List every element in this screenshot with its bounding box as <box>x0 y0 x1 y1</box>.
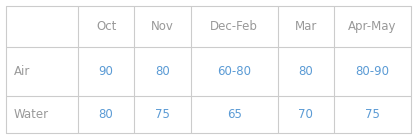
Text: 80: 80 <box>299 65 313 78</box>
Text: 75: 75 <box>155 108 170 121</box>
Text: Mar: Mar <box>294 20 317 33</box>
Text: 90: 90 <box>99 65 113 78</box>
Text: 70: 70 <box>298 108 313 121</box>
Text: 80: 80 <box>155 65 170 78</box>
Text: Apr-May: Apr-May <box>348 20 397 33</box>
Text: Nov: Nov <box>151 20 174 33</box>
Text: Air: Air <box>14 65 30 78</box>
Text: 75: 75 <box>365 108 380 121</box>
Text: 80-90: 80-90 <box>355 65 389 78</box>
Text: Water: Water <box>14 108 49 121</box>
Text: Oct: Oct <box>96 20 116 33</box>
Text: 65: 65 <box>227 108 241 121</box>
Text: 60-80: 60-80 <box>217 65 251 78</box>
Text: Dec-Feb: Dec-Feb <box>210 20 258 33</box>
Text: 80: 80 <box>99 108 113 121</box>
